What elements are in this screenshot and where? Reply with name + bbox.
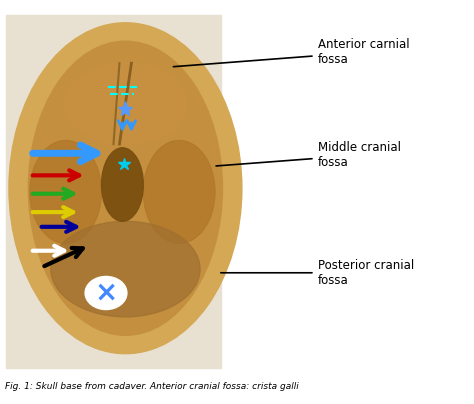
Ellipse shape: [51, 221, 200, 317]
Ellipse shape: [143, 141, 215, 243]
Text: Middle cranial
fossa: Middle cranial fossa: [216, 141, 401, 169]
Ellipse shape: [101, 148, 143, 221]
Ellipse shape: [66, 63, 185, 144]
Ellipse shape: [85, 276, 127, 309]
Text: Posterior cranial
fossa: Posterior cranial fossa: [221, 259, 414, 287]
Text: Anterior carnial
fossa: Anterior carnial fossa: [173, 38, 409, 67]
FancyArrowPatch shape: [33, 207, 73, 217]
FancyArrowPatch shape: [33, 189, 73, 199]
Ellipse shape: [9, 23, 242, 354]
Bar: [6, 15, 221, 368]
Ellipse shape: [30, 141, 101, 243]
Text: Fig. 1: Skull base from cadaver. Anterior cranial fossa: crista galli: Fig. 1: Skull base from cadaver. Anterio…: [5, 382, 299, 391]
FancyArrowPatch shape: [33, 145, 97, 162]
FancyArrowPatch shape: [45, 248, 83, 266]
FancyArrowPatch shape: [33, 246, 64, 256]
Ellipse shape: [28, 41, 222, 335]
Text: ×: ×: [94, 279, 118, 307]
FancyArrowPatch shape: [42, 222, 76, 232]
FancyArrowPatch shape: [33, 170, 79, 180]
